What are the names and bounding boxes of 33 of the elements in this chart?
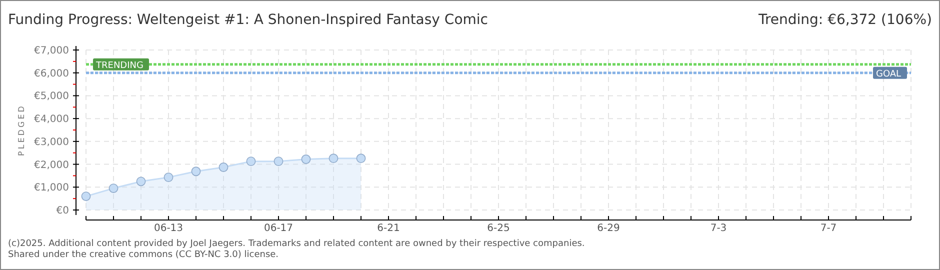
y-tick-label: €5,000 bbox=[34, 91, 69, 102]
point bbox=[136, 176, 146, 186]
y-tick-label: €2,000 bbox=[34, 160, 69, 171]
point bbox=[356, 154, 366, 164]
y-tick-label: €0 bbox=[56, 206, 69, 216]
point bbox=[164, 172, 174, 182]
point bbox=[218, 162, 228, 172]
x-tick-label: 6-29 bbox=[597, 223, 620, 234]
x-tick-label: 6-21 bbox=[377, 223, 400, 234]
text: Shared under the creative commons (CC BY-NC 3.0) license. bbox=[8, 250, 279, 260]
point bbox=[274, 156, 284, 166]
y-tick-label: €3,000 bbox=[34, 136, 69, 148]
x-tick-label: 7-3 bbox=[710, 223, 727, 234]
point bbox=[246, 156, 256, 166]
point bbox=[108, 184, 118, 193]
point bbox=[328, 154, 338, 164]
point bbox=[81, 192, 91, 201]
x-tick-label: 6-25 bbox=[487, 223, 510, 234]
point bbox=[191, 166, 201, 176]
y-axis-title: PLEDGED bbox=[17, 104, 26, 156]
y-tick-label: €4,000 bbox=[34, 114, 69, 126]
ref-line-label: GOAL bbox=[876, 69, 902, 80]
x-tick-label: 06-13 bbox=[154, 223, 184, 234]
x-tick-label: 06-17 bbox=[264, 223, 294, 234]
point bbox=[301, 154, 311, 164]
ref-line-label: TRENDING bbox=[95, 60, 144, 71]
y-tick-label: €6,000 bbox=[34, 68, 69, 80]
y-tick-label: €1,000 bbox=[34, 182, 69, 194]
y-tick-label: €7,000 bbox=[34, 46, 69, 56]
x-tick-label: 7-7 bbox=[820, 223, 837, 234]
chart-subtitle: Trending: €6,372 (106%) bbox=[757, 12, 932, 28]
text: (c)2025. Additional content provided by Joel Jaegers. Trademarks and related content are owned by their respective companies. bbox=[8, 239, 585, 249]
chart-title: Funding Progress: Weltengeist #1: A Shonen-Inspired Fantasy Comic bbox=[8, 12, 488, 28]
